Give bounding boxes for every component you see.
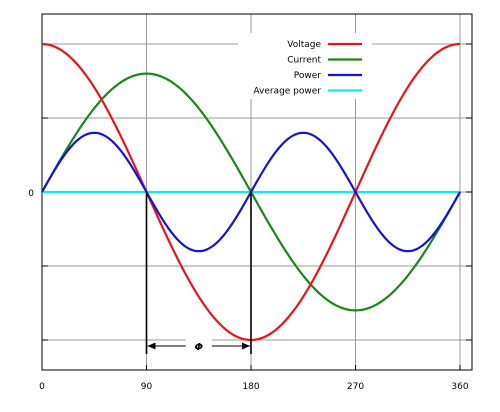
legend: Voltage Current Power Average power [238,33,372,99]
phase-label: Φ [194,342,203,353]
y-tick-label-zero: 0 [28,189,34,199]
phase-arrowhead-right [242,342,250,350]
x-tick-label: 90 [141,382,153,392]
x-tick-label: 360 [451,382,468,392]
phase-label-background [185,339,212,353]
x-tick-label: 270 [347,382,364,392]
x-tick-label: 0 [39,382,45,392]
legend-items: Voltage Current Power Average power [253,40,362,97]
legend-label: Current [287,56,321,66]
x-tick-label: 180 [242,382,259,392]
phase-annotation: Φ [145,192,252,354]
legend-label: Average power [253,87,321,97]
phase-arrowhead-left [147,342,156,350]
x-axis-tick-labels: 0 90 180 270 360 [39,365,469,392]
legend-label: Power [294,71,322,81]
legend-label: Voltage [287,40,321,50]
